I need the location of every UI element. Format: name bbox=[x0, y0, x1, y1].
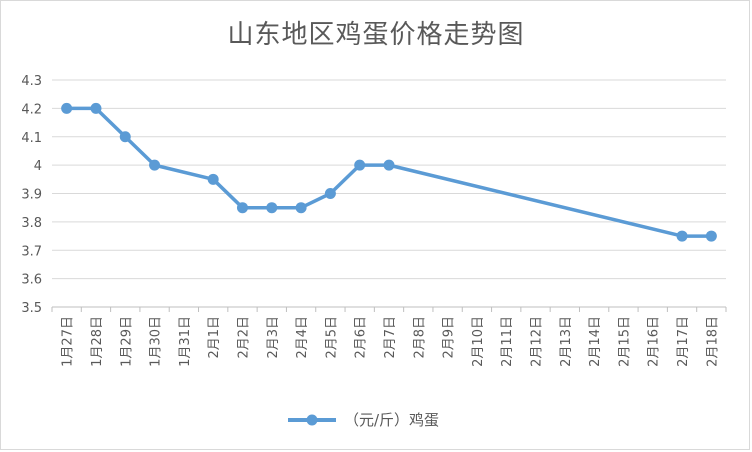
y-tick-label: 4.3 bbox=[21, 74, 42, 89]
gridlines bbox=[52, 79, 726, 308]
x-tick-label: 2月18日 bbox=[705, 316, 720, 367]
x-tick-label: 2月5日 bbox=[324, 316, 339, 359]
y-tick-label: 4 bbox=[34, 159, 42, 174]
x-tick-label: 2月2日 bbox=[236, 316, 251, 359]
x-tick-label: 2月15日 bbox=[617, 316, 632, 367]
x-tick-label: 2月10日 bbox=[471, 316, 486, 367]
x-tick-label: 2月4日 bbox=[295, 316, 310, 359]
y-tick-label: 3.9 bbox=[21, 188, 42, 203]
y-tick-label: 3.6 bbox=[21, 273, 42, 288]
data-point bbox=[705, 230, 717, 242]
x-tick-label: 2月7日 bbox=[383, 316, 398, 359]
x-tick-label: 2月14日 bbox=[588, 316, 603, 367]
legend: （元/斤）鸡蛋 bbox=[288, 411, 439, 429]
x-tick-label: 2月16日 bbox=[647, 316, 662, 367]
data-point bbox=[266, 202, 278, 214]
x-tick-label: 2月13日 bbox=[559, 316, 574, 367]
legend-label: （元/斤）鸡蛋 bbox=[344, 411, 439, 429]
data-point bbox=[119, 131, 131, 143]
y-axis: 4.3 4.2 4.1 4 3.9 3.8 3.7 3.6 3.5 bbox=[21, 74, 42, 316]
data-point bbox=[61, 102, 73, 114]
x-tick-label: 1月30日 bbox=[149, 316, 164, 367]
x-tick-label: 2月12日 bbox=[530, 316, 545, 367]
data-point bbox=[90, 102, 102, 114]
series-line bbox=[66, 106, 712, 238]
data-point bbox=[236, 202, 248, 214]
x-tick-label: 2月11日 bbox=[500, 316, 515, 367]
legend-marker bbox=[306, 414, 318, 426]
y-tick-label: 3.7 bbox=[21, 244, 42, 259]
x-tick-label: 1月29日 bbox=[119, 316, 134, 367]
x-tick-label: 2月17日 bbox=[676, 316, 691, 367]
data-point bbox=[354, 159, 366, 171]
x-tick-label: 1月31日 bbox=[178, 316, 193, 367]
x-tick-label: 2月8日 bbox=[412, 316, 427, 359]
x-tick-label: 2月3日 bbox=[266, 316, 281, 359]
y-tick-label: 4.1 bbox=[21, 131, 42, 146]
x-tick-label: 2月1日 bbox=[207, 316, 222, 359]
y-tick-label: 4.2 bbox=[21, 102, 42, 117]
x-tick-label: 2月9日 bbox=[442, 316, 457, 359]
series-group bbox=[61, 102, 717, 242]
y-tick-label: 3.8 bbox=[21, 216, 42, 231]
data-point bbox=[207, 173, 219, 185]
x-tick-label: 2月6日 bbox=[354, 316, 369, 359]
data-point bbox=[149, 159, 161, 171]
data-point bbox=[324, 188, 336, 199]
chart-title: 山东地区鸡蛋价格走势图 bbox=[227, 20, 525, 50]
data-point bbox=[295, 202, 307, 214]
x-axis: 1月27日 1月28日 1月29日 1月30日 1月31日 2月1日 2月2日 2月3日 2月4… bbox=[51, 306, 727, 367]
x-tick-label: 1月27日 bbox=[61, 316, 76, 367]
data-point bbox=[676, 230, 688, 242]
x-tick-label: 1月28日 bbox=[90, 316, 105, 367]
data-point bbox=[383, 159, 395, 171]
y-tick-label: 3.5 bbox=[21, 301, 42, 316]
